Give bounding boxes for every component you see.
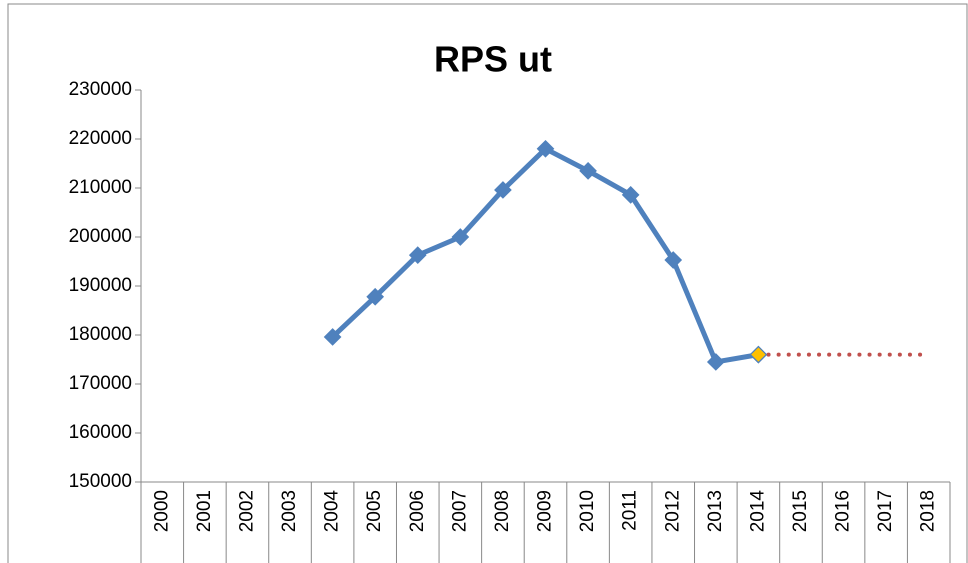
- y-tick-label: 200000: [69, 226, 132, 247]
- x-tick-label: 2004: [322, 490, 343, 533]
- x-tick-label: 2014: [747, 490, 768, 533]
- x-tick-label: 2010: [577, 490, 598, 532]
- y-tick-label: 180000: [69, 324, 132, 345]
- x-tick-label: 2009: [535, 490, 556, 532]
- x-tick-label: 2006: [407, 490, 428, 532]
- y-tick-label: 160000: [69, 422, 132, 443]
- data-point: [451, 228, 470, 246]
- y-tick-label: 230000: [69, 79, 132, 100]
- y-tick-label: 210000: [69, 177, 132, 198]
- x-tick-label: 2011: [620, 490, 641, 531]
- data-point: [579, 162, 597, 180]
- x-tick-label: 2017: [875, 490, 896, 532]
- y-tick-label: 170000: [69, 373, 132, 394]
- x-tick-label: 2018: [918, 490, 939, 532]
- y-tick-label: 190000: [69, 275, 132, 296]
- chart-title: RPS ut: [434, 39, 552, 80]
- data-point: [621, 186, 640, 204]
- x-tick-label: 2012: [662, 490, 683, 532]
- x-tick-label: 2001: [194, 490, 215, 532]
- x-tick-label: 2016: [833, 490, 854, 532]
- y-tick-label: 220000: [69, 128, 132, 149]
- data-point: [494, 181, 512, 199]
- x-tick-label: 2015: [790, 490, 811, 532]
- data-point: [749, 345, 768, 364]
- y-tick-label: 150000: [69, 471, 132, 492]
- data-point: [408, 246, 427, 264]
- data-point: [536, 139, 555, 158]
- x-tick-label: 2000: [151, 490, 172, 532]
- data-point: [664, 251, 683, 269]
- chart-frame: [7, 3, 968, 563]
- x-tick-label: 2013: [705, 490, 726, 532]
- data-point: [323, 328, 342, 346]
- x-tick-label: 2003: [279, 490, 300, 532]
- data-point: [366, 287, 385, 306]
- x-tick-label: 2002: [236, 490, 257, 532]
- x-tick-label: 2007: [449, 490, 470, 532]
- data-point: [706, 353, 725, 371]
- x-tick-label: 2008: [492, 490, 513, 532]
- x-tick-label: 2005: [364, 490, 385, 532]
